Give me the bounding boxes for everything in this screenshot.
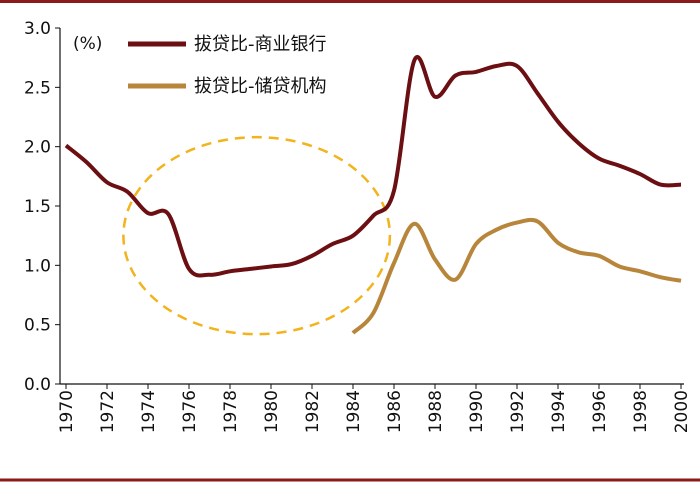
x-tick-label: 1988	[426, 390, 446, 433]
unit-label: (%)	[73, 34, 102, 54]
y-tick-label: 1.0	[24, 256, 51, 276]
x-tick-label: 1994	[549, 390, 569, 433]
x-tick-label: 1996	[590, 390, 610, 433]
legend: (%) 拔贷比-商业银行 拔贷比-储贷机构	[73, 34, 327, 97]
y-tick-label: 0.0	[24, 375, 51, 395]
series-line-commercial-banks	[64, 55, 682, 278]
x-tick-label: 1982	[303, 390, 323, 433]
series-layer	[64, 55, 682, 335]
x-tick-label: 1970	[57, 390, 77, 433]
legend-label-commercial-banks: 拔贷比-商业银行	[194, 34, 327, 55]
x-tick-label: 2000	[672, 390, 692, 433]
x-tick-label: 1974	[139, 390, 159, 433]
x-tick-label: 1992	[508, 390, 528, 433]
y-tick-label: 2.0	[24, 138, 51, 158]
x-tick-label: 1976	[180, 390, 200, 433]
y-tick-label: 3.0	[24, 19, 51, 39]
legend-label-savings-institutions: 拔贷比-储贷机构	[194, 76, 327, 97]
highlight-ellipse	[122, 135, 392, 336]
y-tick-label: 2.5	[24, 78, 51, 98]
y-tick-label: 1.5	[24, 197, 51, 217]
x-tick-label: 1972	[98, 390, 118, 433]
series-line-savings-institutions	[351, 217, 682, 335]
y-tick-label: 0.5	[24, 316, 51, 336]
annotation-layer	[122, 135, 392, 336]
x-tick-label: 1990	[467, 390, 487, 433]
y-axis-ticks: 0.0 0.5 1.0 1.5 2.0 2.5 3.0	[24, 19, 60, 395]
x-tick-label: 1998	[631, 390, 651, 433]
x-axis-ticks: 1970 1972 1974 1976 1978 1980 1982 1984 1986 1988…	[57, 384, 692, 433]
x-tick-label: 1978	[221, 390, 241, 433]
x-tick-label: 1984	[344, 390, 364, 433]
x-tick-label: 1986	[385, 390, 405, 433]
axes	[59, 28, 684, 385]
x-tick-label: 1980	[262, 390, 282, 433]
